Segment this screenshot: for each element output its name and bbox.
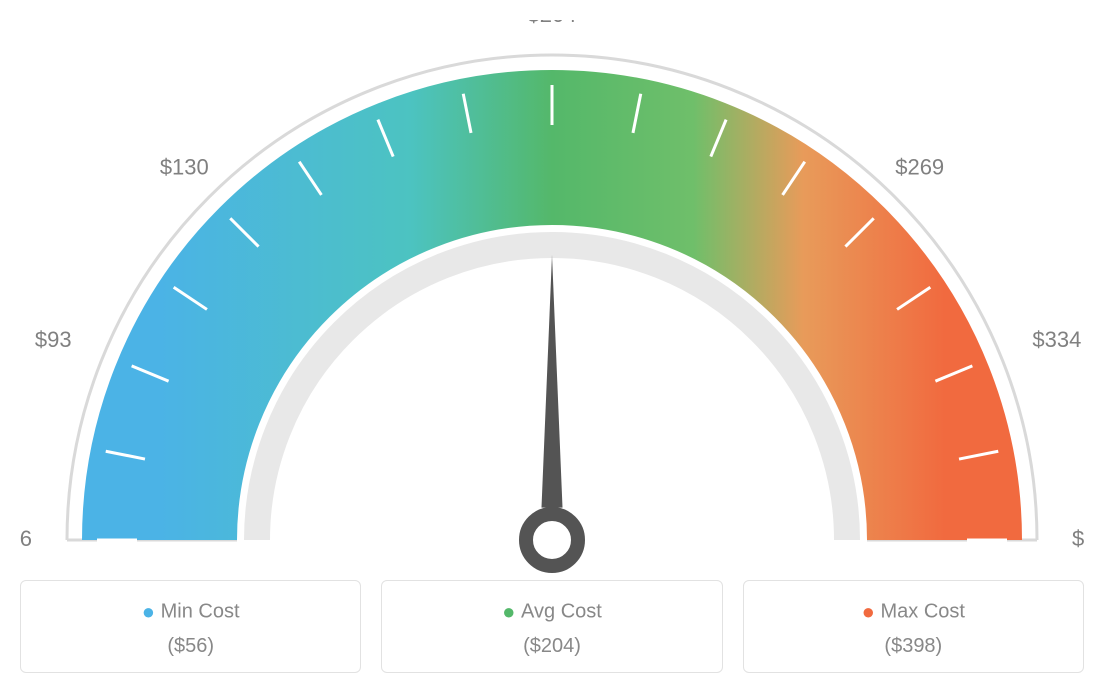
legend-avg-label: Avg Cost (521, 601, 602, 623)
legend-max-label: Max Cost (881, 601, 965, 623)
legend-max-dot: ● (862, 599, 875, 624)
gauge-svg: $56 $93 $130 $204 $269 $334 $398 (20, 20, 1084, 580)
cost-gauge-container: $56 $93 $130 $204 $269 $334 $398 ● Min Cost ($… (20, 20, 1084, 673)
gauge-label: $93 (35, 327, 72, 352)
gauge-label: $130 (160, 154, 209, 179)
legend-min-label: Min Cost (161, 601, 240, 623)
legend-min-value: ($56) (33, 635, 348, 658)
legend-avg-value: ($204) (394, 635, 709, 658)
legend-avg-dot: ● (502, 599, 515, 624)
legend-avg: ● Avg Cost ($204) (381, 580, 722, 673)
gauge-label: $334 (1032, 327, 1081, 352)
legend-max: ● Max Cost ($398) (743, 580, 1084, 673)
legend-min: ● Min Cost ($56) (20, 580, 361, 673)
gauge-label: $269 (895, 154, 944, 179)
gauge-label: $204 (528, 20, 577, 27)
legend-min-dot: ● (142, 599, 155, 624)
gauge-needle (541, 255, 562, 508)
legend-row: ● Min Cost ($56) ● Avg Cost ($204) ● Max… (20, 580, 1084, 673)
gauge-label: $398 (1072, 526, 1084, 551)
gauge-label: $56 (20, 526, 32, 551)
gauge-hub (526, 514, 578, 566)
gauge-chart: $56 $93 $130 $204 $269 $334 $398 (20, 20, 1084, 580)
legend-max-value: ($398) (756, 635, 1071, 658)
